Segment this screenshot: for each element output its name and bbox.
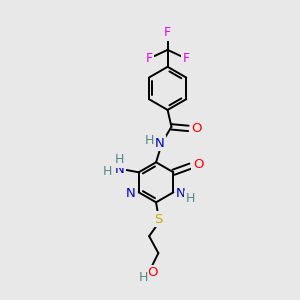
Text: O: O xyxy=(191,122,201,135)
Text: N: N xyxy=(155,136,165,149)
Text: S: S xyxy=(154,213,163,226)
Text: H: H xyxy=(103,165,112,178)
Text: F: F xyxy=(182,52,190,65)
Text: O: O xyxy=(147,266,158,279)
Text: N: N xyxy=(115,164,124,176)
Text: H: H xyxy=(186,192,195,205)
Text: H: H xyxy=(138,271,148,284)
Text: F: F xyxy=(164,26,171,39)
Text: N: N xyxy=(176,187,186,200)
Text: H: H xyxy=(145,134,154,147)
Text: N: N xyxy=(126,187,136,200)
Text: F: F xyxy=(146,52,153,65)
Text: O: O xyxy=(193,158,203,171)
Text: H: H xyxy=(115,154,124,166)
